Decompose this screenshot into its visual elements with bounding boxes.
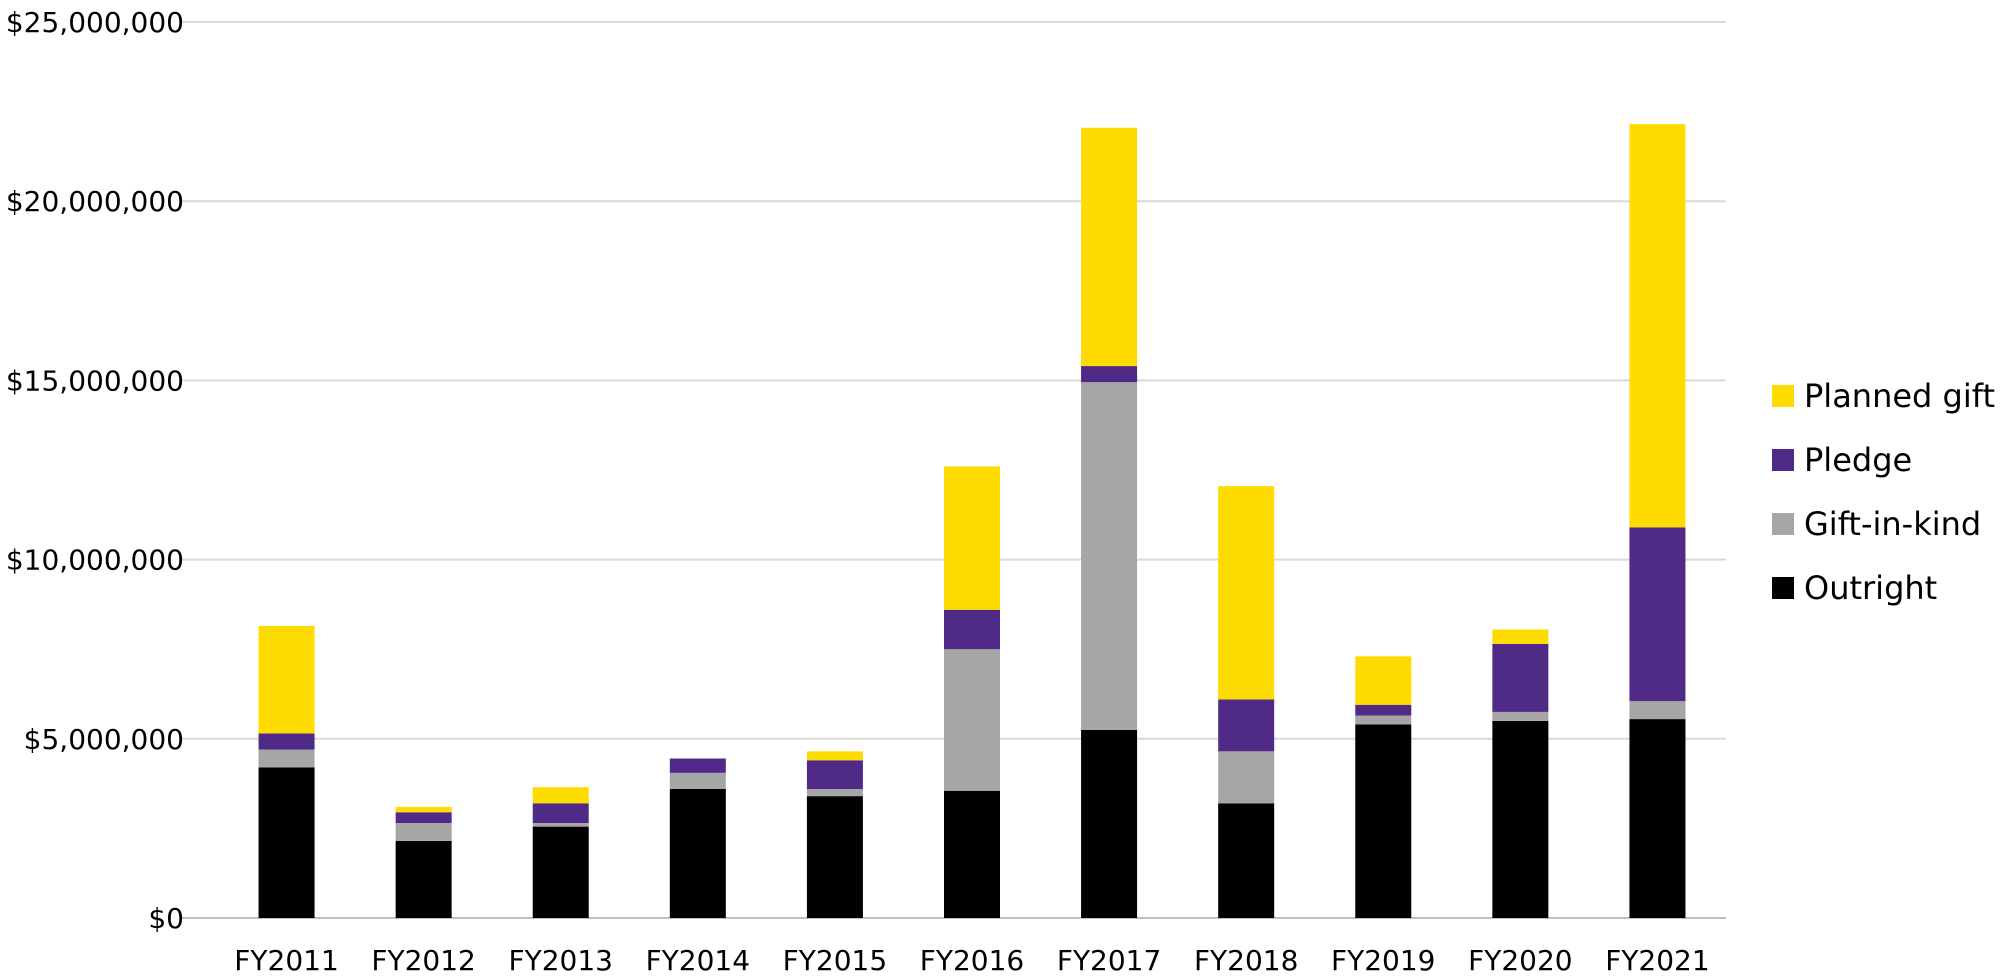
x-tick-label: FY2020 <box>1468 944 1572 977</box>
y-tick-label: $15,000,000 <box>6 364 184 397</box>
legend-swatch-gift-in-kind <box>1772 513 1794 535</box>
bar-gift-in-kind-fy2011 <box>258 749 315 768</box>
bar-pledge-fy2017 <box>1081 366 1138 383</box>
legend: Planned gift Pledge Gift-in-kind Outright <box>1772 377 1995 607</box>
x-tick-label: FY2011 <box>234 944 338 977</box>
bar-pledge-fy2014 <box>669 758 726 773</box>
bar-outright-fy2021 <box>1629 719 1686 918</box>
legend-label-gift-in-kind: Gift-in-kind <box>1804 505 1981 543</box>
bar-outright-fy2014 <box>669 788 726 918</box>
x-tick-label: FY2017 <box>1057 944 1161 977</box>
bar-gift-in-kind-fy2020 <box>1492 711 1549 721</box>
legend-label-outright: Outright <box>1804 569 1937 607</box>
bars <box>258 124 1686 918</box>
x-tick-label: FY2014 <box>646 944 750 977</box>
bar-pledge-fy2012 <box>395 812 452 824</box>
bar-gift-in-kind-fy2018 <box>1218 751 1275 804</box>
bar-planned-gift-fy2013 <box>532 787 589 804</box>
bar-outright-fy2013 <box>532 826 589 918</box>
legend-swatch-outright <box>1772 577 1794 599</box>
x-tick-label: FY2016 <box>920 944 1024 977</box>
bar-pledge-fy2015 <box>806 760 863 789</box>
bar-gift-in-kind-fy2013 <box>532 823 589 827</box>
bar-gift-in-kind-fy2019 <box>1355 715 1412 725</box>
bar-planned-gift-fy2017 <box>1081 127 1138 367</box>
bar-gift-in-kind-fy2014 <box>669 772 726 789</box>
bar-planned-gift-fy2012 <box>395 806 452 813</box>
x-tick-label: FY2018 <box>1194 944 1298 977</box>
y-axis: $0 $5,000,000 $10,000,000 $15,000,000 $20,00… <box>6 6 184 935</box>
bar-outright-fy2018 <box>1218 803 1275 918</box>
x-tick-label: FY2012 <box>371 944 475 977</box>
x-tick-label: FY2013 <box>508 944 612 977</box>
y-tick-label: $0 <box>148 902 184 935</box>
bar-gift-in-kind-fy2016 <box>944 649 1000 791</box>
legend-swatch-pledge <box>1772 449 1794 471</box>
bar-pledge-fy2016 <box>944 609 1000 650</box>
bar-gift-in-kind-fy2015 <box>806 788 863 797</box>
y-tick-label: $20,000,000 <box>6 185 184 218</box>
bar-outright-fy2015 <box>806 796 863 918</box>
bar-outright-fy2011 <box>258 767 315 918</box>
bar-planned-gift-fy2021 <box>1629 124 1686 528</box>
legend-label-pledge: Pledge <box>1804 441 1912 479</box>
bar-outright-fy2016 <box>944 790 1000 918</box>
bar-planned-gift-fy2011 <box>258 625 315 734</box>
bar-outright-fy2017 <box>1081 729 1138 918</box>
bar-planned-gift-fy2015 <box>806 751 863 761</box>
legend-label-planned-gift: Planned gift <box>1804 377 1995 415</box>
bar-planned-gift-fy2019 <box>1355 656 1412 705</box>
bar-pledge-fy2013 <box>532 803 589 824</box>
bar-pledge-fy2018 <box>1218 699 1275 752</box>
legend-swatch-planned-gift <box>1772 385 1794 407</box>
bar-gift-in-kind-fy2021 <box>1629 701 1686 720</box>
bar-pledge-fy2011 <box>258 733 315 750</box>
bar-planned-gift-fy2018 <box>1218 486 1275 700</box>
bar-planned-gift-fy2016 <box>944 466 1000 610</box>
bar-outright-fy2012 <box>395 840 452 918</box>
bar-pledge-fy2020 <box>1492 643 1549 712</box>
y-tick-label: $25,000,000 <box>6 6 184 39</box>
x-tick-label: FY2021 <box>1605 944 1709 977</box>
y-tick-label: $5,000,000 <box>24 723 184 756</box>
bar-gift-in-kind-fy2012 <box>395 823 452 841</box>
x-tick-label: FY2015 <box>783 944 887 977</box>
bar-planned-gift-fy2020 <box>1492 629 1549 644</box>
bar-pledge-fy2021 <box>1629 527 1686 702</box>
y-tick-label: $10,000,000 <box>6 544 184 577</box>
bar-outright-fy2020 <box>1492 720 1549 918</box>
bar-pledge-fy2019 <box>1355 704 1412 716</box>
x-axis: FY2011 FY2012 FY2013 FY2014 FY2015 FY2016 FY20… <box>234 944 1709 977</box>
x-tick-label: FY2019 <box>1331 944 1435 977</box>
bar-gift-in-kind-fy2017 <box>1081 382 1138 730</box>
bar-outright-fy2019 <box>1355 724 1412 918</box>
